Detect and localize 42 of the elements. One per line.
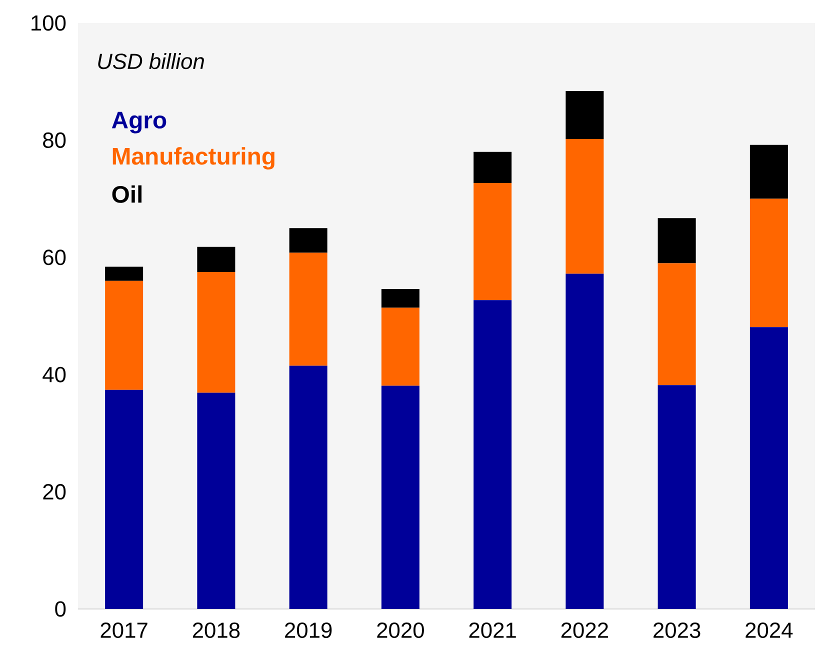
bar <box>289 228 328 253</box>
bar <box>289 366 328 609</box>
x-tick-label: 2022 <box>561 622 608 638</box>
y-tick-label: 40 <box>42 366 66 382</box>
bar <box>566 90 604 140</box>
x-tick-label: 2019 <box>285 622 332 638</box>
bar <box>197 272 236 393</box>
y-tick-label: 100 <box>32 15 66 31</box>
bar <box>750 327 788 609</box>
bar <box>658 385 696 609</box>
text: Oil <box>112 185 142 203</box>
bar <box>658 218 696 264</box>
bar <box>474 300 512 609</box>
x-tick-label: 2023 <box>654 622 700 638</box>
bar <box>658 263 696 386</box>
bar <box>197 392 236 609</box>
x-tick-label: 2018 <box>192 622 240 638</box>
bar <box>381 289 420 308</box>
x-tick-label: 2024 <box>746 622 793 638</box>
y-tick-label: 0 <box>55 601 66 617</box>
bar <box>566 274 604 609</box>
text: Agro <box>112 112 166 134</box>
bar <box>105 280 144 390</box>
bar <box>381 308 420 386</box>
x-tick-label: 2020 <box>377 622 424 638</box>
bar <box>197 246 236 272</box>
y-tick-label: 80 <box>43 132 66 148</box>
bar <box>750 144 788 199</box>
bar <box>105 390 144 609</box>
y-tick-label: 60 <box>43 250 66 266</box>
bar <box>474 182 512 300</box>
y-tick-label: 20 <box>43 484 66 500</box>
y-axis-title: USD billion <box>98 53 204 70</box>
bar <box>289 252 328 366</box>
x-tick-label: 2021 <box>469 622 516 638</box>
bar <box>750 198 788 328</box>
bar <box>566 139 604 274</box>
bar <box>105 266 144 281</box>
x-tick-label: 2017 <box>100 622 148 638</box>
bar <box>474 152 512 183</box>
text: Manufacturing <box>112 147 274 170</box>
bar <box>381 386 420 609</box>
